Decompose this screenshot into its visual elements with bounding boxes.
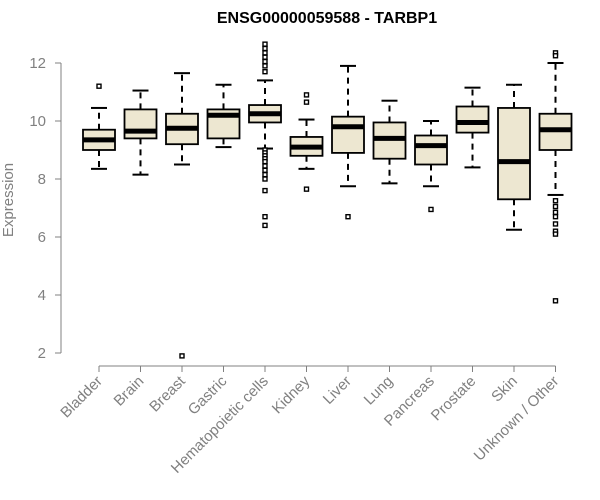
outlier-point: [262, 41, 268, 47]
outlier-point: [552, 53, 559, 59]
outlier-point: [552, 213, 559, 220]
y-tick-label: 4: [38, 287, 46, 304]
x-tick-label: Bladder: [57, 373, 106, 422]
box-iqr: [123, 108, 158, 140]
box-hematopoietic-cells: [248, 41, 282, 229]
outlier-point: [552, 209, 559, 216]
outlier-point: [428, 206, 434, 213]
box-bladder: [82, 83, 116, 170]
outlier-point: [262, 63, 268, 69]
outlier-point: [262, 171, 268, 178]
x-tick-label: Breast: [146, 372, 189, 415]
outlier-point: [179, 353, 185, 359]
box-gastric: [206, 83, 241, 149]
box-lung: [372, 99, 407, 185]
outlier-point: [262, 54, 268, 60]
outlier-point: [552, 221, 559, 227]
x-tick-label: Lung: [361, 373, 397, 409]
outlier-point: [262, 213, 268, 220]
y-tick-label: 2: [38, 345, 46, 362]
x-tick-label: Skin: [488, 373, 521, 406]
x-tick-label: Liver: [320, 373, 355, 408]
box-prostate: [455, 86, 490, 169]
outlier-point: [262, 158, 268, 165]
outlier-point: [262, 222, 268, 229]
box-iqr: [497, 107, 531, 201]
outlier-point: [262, 45, 268, 52]
outlier-point: [552, 231, 559, 237]
outlier-point: [262, 68, 268, 75]
x-tick-label: Kidney: [269, 372, 314, 417]
boxes-group: [82, 41, 573, 359]
outlier-point: [303, 92, 310, 98]
outlier-point: [552, 298, 559, 304]
box-unknown-other: [538, 50, 573, 304]
outlier-point: [262, 187, 268, 194]
box-breast: [165, 72, 199, 359]
outlier-point: [552, 203, 559, 210]
box-skin: [497, 83, 531, 231]
box-iqr: [331, 115, 365, 154]
box-brain: [123, 89, 158, 176]
outlier-point: [96, 83, 102, 89]
y-tick-label: 12: [29, 55, 46, 72]
box-liver: [331, 64, 365, 220]
y-tick-label: 6: [38, 229, 46, 246]
box-kidney: [289, 92, 324, 192]
outlier-point: [303, 186, 310, 192]
y-axis-label: Expression: [0, 163, 17, 237]
outlier-point: [262, 163, 268, 169]
outlier-point: [262, 176, 268, 182]
y-tick-label: 8: [38, 171, 46, 188]
outlier-point: [262, 167, 268, 174]
outlier-point: [303, 99, 310, 105]
outlier-point: [262, 58, 268, 65]
outlier-point: [345, 213, 351, 220]
outlier-point: [552, 198, 559, 204]
y-tick-label: 10: [29, 113, 46, 130]
outlier-point: [262, 50, 268, 56]
box-iqr: [414, 134, 448, 166]
x-tick-label: Prostate: [428, 373, 480, 425]
box-iqr: [455, 105, 490, 134]
x-tick-label: Brain: [111, 373, 148, 410]
box-pancreas: [414, 120, 448, 213]
chart-title: ENSG00000059588 - TARBP1: [217, 10, 437, 27]
y-axis: 2 4 6 8 10 12: [29, 55, 62, 362]
